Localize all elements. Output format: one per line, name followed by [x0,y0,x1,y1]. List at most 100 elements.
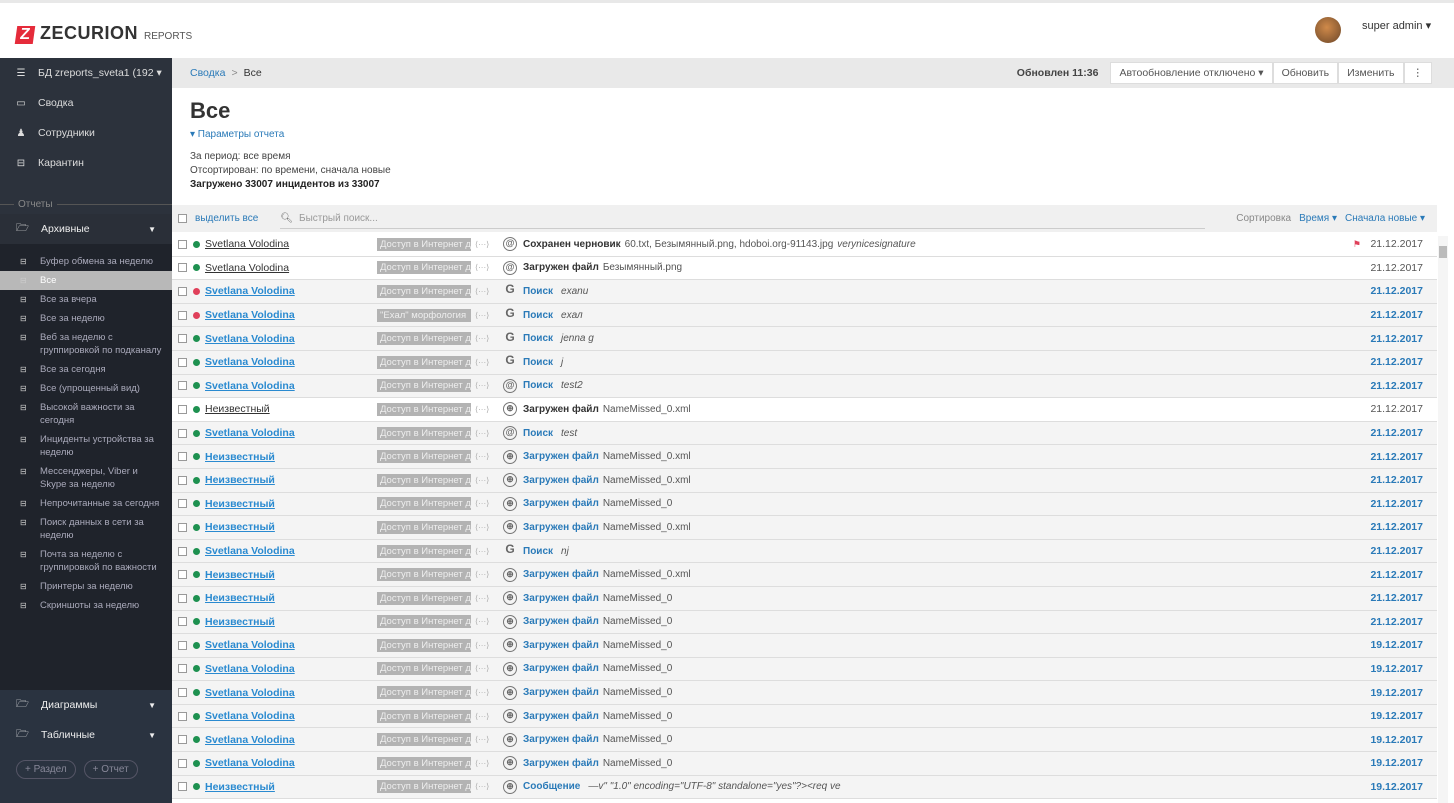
more-menu-button[interactable]: ⋮ [1403,62,1432,84]
event-action[interactable]: Загружен файл [523,592,599,604]
user-link[interactable]: Svetlana Volodina [205,427,295,440]
sidebar-report-item[interactable]: ⊟ Веб за неделю с группировкой по подкана… [0,328,172,360]
select-all-checkbox[interactable] [178,214,187,223]
database-selector[interactable]: ☰ БД zreports_sveta1 (192 ▾ [0,58,172,88]
user-link[interactable]: Svetlana Volodina [205,332,295,345]
report-params-toggle[interactable]: ▾ Параметры отчета [190,129,285,140]
sidebar-report-item[interactable]: ⊟ Все за сегодня [0,360,172,379]
table-row[interactable]: Svetlana Volodina Доступ в Интернет дл ⟨… [172,256,1437,281]
user-link[interactable]: Svetlana Volodina [205,545,295,558]
sidebar-report-item[interactable]: ⊟ Все за вчера [0,290,172,309]
event-action[interactable]: Загружен файл [523,734,599,746]
folder-archive[interactable]: 🗁 Архивные ▼ [0,214,172,244]
user-link[interactable]: Svetlana Volodina [205,662,295,675]
event-action[interactable]: Поиск [523,333,554,345]
event-action[interactable]: Поиск [523,285,554,297]
sidebar-report-item[interactable]: ⊟ Высокой важности за сегодня [0,398,172,430]
table-row[interactable]: Svetlana Volodina Доступ в Интернет дл ⟨… [172,704,1437,729]
row-checkbox[interactable] [178,357,187,367]
event-action[interactable]: Загружен файл [523,663,599,675]
sort-field-dropdown[interactable]: Время ▾ [1299,213,1338,224]
table-row[interactable]: Svetlana Volodina Доступ в Интернет дл ⟨… [172,374,1437,399]
table-row[interactable]: Svetlana Volodina "Exал" морфология ⟨···… [172,303,1437,328]
table-row[interactable]: Svetlana Volodina Доступ в Интернет дл ⟨… [172,350,1437,375]
table-row[interactable]: Svetlana Volodina Доступ в Интернет дл ⟨… [172,421,1437,446]
row-checkbox[interactable] [178,428,187,438]
table-row[interactable]: Svetlana Volodina Доступ в Интернет дл ⟨… [172,327,1437,351]
sidebar-report-item[interactable]: ⊟ Мессенджеры, Viber и Skype за неделю [0,462,172,494]
row-checkbox[interactable] [178,640,187,650]
user-menu[interactable]: super admin ▾ [1362,20,1432,32]
user-link[interactable]: Неизвестный [205,521,275,534]
sidebar-report-item[interactable]: ⊟ Скриншоты за неделю [0,596,172,615]
user-link[interactable]: Svetlana Volodina [205,710,295,723]
folder-charts[interactable]: 🗁 Диаграммы ▼ [0,690,172,720]
table-row[interactable]: Неизвестный Доступ в Интернет дл ⟨···⟩ ⊕… [172,492,1437,517]
event-action[interactable]: Загружен файл [523,403,599,415]
event-action[interactable]: Поиск [523,309,554,321]
user-link[interactable]: Неизвестный [205,497,275,510]
sidebar-item-quarantine[interactable]: ⊟ Карантин [0,148,172,178]
sidebar-report-item[interactable]: ⊟ Инциденты устройства за неделю [0,430,172,462]
row-checkbox[interactable] [178,310,187,320]
user-link[interactable]: Неизвестный [205,568,275,581]
sidebar-report-item[interactable]: ⊟ Принтеры за неделю [0,577,172,596]
row-checkbox[interactable] [178,522,187,532]
event-action[interactable]: Загружен файл [523,474,599,486]
user-link[interactable]: Svetlana Volodina [205,686,295,699]
folder-tables[interactable]: 🗁 Табличные ▼ [0,720,172,750]
user-link[interactable]: Svetlana Volodina [205,639,295,652]
event-action[interactable]: Загружен файл [523,757,599,769]
row-checkbox[interactable] [178,499,187,509]
row-checkbox[interactable] [178,286,187,296]
user-link[interactable]: Svetlana Volodina [205,261,290,274]
quick-search-input[interactable]: 🔍︎ Быстрый поиск... [280,209,1206,229]
sidebar-report-item[interactable]: ⊟ Поиск данных в сети за неделю [0,513,172,545]
row-checkbox[interactable] [178,735,187,745]
sort-order-dropdown[interactable]: Сначала новые ▾ [1345,213,1425,224]
event-action[interactable]: Загружен файл [523,498,599,510]
sidebar-report-item[interactable]: ⊟ Все (упрощенный вид) [0,379,172,398]
table-row[interactable]: Неизвестный Доступ в Интернет дл ⟨···⟩ ⊕… [172,610,1437,635]
edit-button[interactable]: Изменить [1338,62,1404,84]
table-row[interactable]: Неизвестный Доступ в Интернет дл ⟨···⟩ ⊕… [172,516,1437,540]
event-action[interactable]: Загружен файл [523,569,599,581]
sidebar-item-employees[interactable]: ♟ Сотрудники [0,118,172,148]
table-row[interactable]: Svetlana Volodina Доступ в Интернет дл ⟨… [172,657,1437,682]
row-checkbox[interactable] [178,475,187,485]
user-link[interactable]: Неизвестный [205,780,275,793]
row-checkbox[interactable] [178,239,187,249]
event-action[interactable]: Загружен файл [523,262,599,274]
sidebar-report-item[interactable]: ⊟ Почта за неделю с группировкой по важно… [0,545,172,577]
scrollbar[interactable] [1438,236,1448,803]
table-row[interactable]: Svetlana Volodina Доступ в Интернет дл ⟨… [172,233,1437,257]
table-row[interactable]: Неизвестный Доступ в Интернет дл ⟨···⟩ ⊕… [172,563,1437,587]
event-action[interactable]: Загружен файл [523,687,599,699]
breadcrumb-summary[interactable]: Сводка [190,67,226,79]
row-checkbox[interactable] [178,782,187,792]
event-action[interactable]: Загружен файл [523,639,599,651]
refresh-button[interactable]: Обновить [1272,62,1339,84]
row-checkbox[interactable] [178,334,187,344]
sidebar-item-summary[interactable]: ▭ Сводка [0,88,172,118]
table-row[interactable]: Svetlana Volodina Доступ в Интернет дл ⟨… [172,539,1437,564]
row-checkbox[interactable] [178,263,187,273]
table-row[interactable]: Svetlana Volodina Доступ в Интернет дл ⟨… [172,752,1437,776]
zecurion-logo[interactable]: Z ZECURION REPORTS [14,23,192,44]
row-checkbox[interactable] [178,546,187,556]
event-action[interactable]: Поиск [523,545,554,557]
user-link[interactable]: Svetlana Volodina [205,757,295,770]
row-checkbox[interactable] [178,664,187,674]
table-row[interactable]: Svetlana Volodina Доступ в Интернет дл ⟨… [172,634,1437,658]
table-row[interactable]: Svetlana Volodina Доступ в Интернет дл ⟨… [172,728,1437,753]
table-row[interactable]: Неизвестный Доступ в Интернет дл ⟨···⟩ ⊕… [172,398,1437,422]
row-checkbox[interactable] [178,758,187,768]
event-action[interactable]: Сохранен черновик [523,238,621,250]
sidebar-report-item[interactable]: ⊟ Непрочитанные за сегодня [0,494,172,513]
row-checkbox[interactable] [178,688,187,698]
user-link[interactable]: Неизвестный [205,474,275,487]
event-action[interactable]: Поиск [523,356,554,368]
event-action[interactable]: Загружен файл [523,451,599,463]
scrollbar-thumb[interactable] [1439,246,1447,258]
user-link[interactable]: Svetlana Volodina [205,356,295,369]
